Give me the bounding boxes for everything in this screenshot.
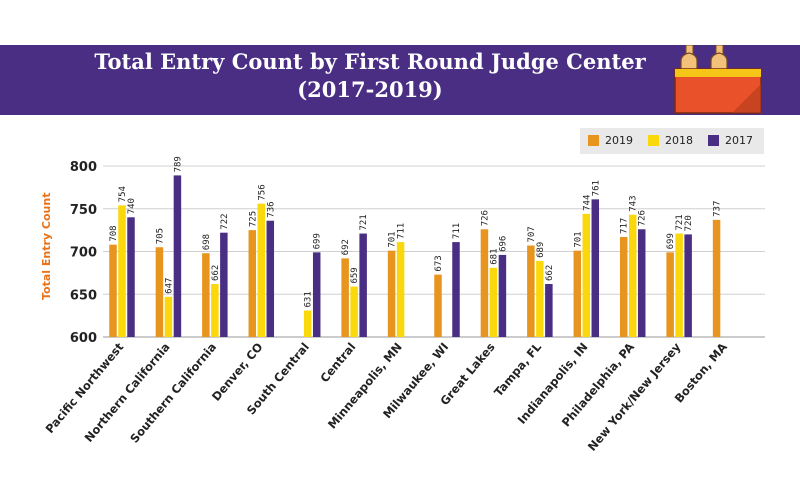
- y-tick-label: 600: [70, 331, 97, 346]
- bar: [387, 250, 396, 337]
- data-label: 761: [591, 180, 601, 196]
- data-label: 701: [388, 231, 398, 247]
- x-tick-label: Central: [317, 340, 358, 385]
- legend-label: 2019: [605, 134, 633, 147]
- data-label: 631: [304, 291, 314, 307]
- data-label: 726: [638, 210, 648, 226]
- bar: [350, 286, 358, 337]
- legend-label: 2018: [665, 134, 693, 147]
- legend-swatch: [588, 135, 599, 146]
- data-label: 647: [164, 278, 174, 294]
- bar: [498, 254, 507, 337]
- data-label: 662: [211, 265, 221, 281]
- bar: [211, 283, 219, 337]
- data-label: 692: [341, 239, 351, 255]
- data-label: 721: [675, 214, 685, 230]
- data-label: 673: [434, 255, 444, 271]
- data-label: 681: [489, 248, 499, 264]
- bar: [480, 229, 489, 337]
- data-label: 659: [350, 267, 360, 283]
- bar: [637, 229, 646, 337]
- bar: [545, 283, 553, 337]
- bar: [666, 252, 674, 337]
- x-tick-label: Southern California: [127, 340, 219, 446]
- bar: [536, 260, 544, 337]
- data-label: 696: [498, 236, 508, 252]
- x-tick-label: Northern California: [82, 340, 173, 445]
- data-label: 737: [713, 201, 723, 217]
- data-label: 689: [536, 242, 546, 258]
- bar: [396, 242, 405, 337]
- bar: [359, 233, 367, 337]
- bar: [164, 296, 173, 337]
- data-label: 711: [397, 223, 407, 239]
- bar: [582, 213, 591, 337]
- bar: [573, 250, 582, 337]
- bar: [173, 175, 182, 337]
- y-tick-label: 700: [70, 246, 97, 261]
- bar: [220, 232, 228, 337]
- bar: [628, 214, 637, 337]
- data-label: 717: [620, 218, 630, 234]
- bar: [155, 247, 164, 337]
- bar: [527, 245, 535, 337]
- data-label: 736: [266, 201, 276, 217]
- bar: [489, 267, 498, 337]
- x-tick-label: Pacific Northwest: [43, 340, 127, 436]
- bar: [127, 217, 135, 337]
- data-label: 722: [220, 213, 230, 229]
- bar: [434, 274, 442, 337]
- bar: [248, 230, 257, 337]
- bar: [202, 253, 210, 337]
- bar: [118, 205, 126, 337]
- data-label: 699: [666, 233, 676, 249]
- bar: [303, 310, 312, 337]
- data-label: 743: [629, 195, 639, 211]
- data-label: 756: [257, 184, 267, 200]
- x-tick-label: New York/New Jersey: [585, 340, 684, 454]
- data-label: 789: [173, 156, 183, 172]
- y-tick-label: 800: [70, 160, 97, 175]
- bar: [312, 252, 321, 337]
- legend-label: 2017: [725, 134, 753, 147]
- bar: [257, 203, 266, 337]
- bar: [675, 233, 683, 337]
- bar: [266, 220, 275, 337]
- data-label: 699: [313, 233, 323, 249]
- legend-swatch: [708, 135, 719, 146]
- bar: [109, 244, 117, 337]
- y-tick-label: 750: [70, 203, 97, 218]
- data-label: 726: [480, 210, 490, 226]
- data-label: 754: [118, 186, 128, 202]
- data-label: 662: [545, 265, 555, 281]
- data-label: 701: [573, 231, 583, 247]
- title-banner: Total Entry Count by First Round Judge C…: [0, 45, 800, 115]
- y-tick-label: 650: [70, 288, 97, 303]
- data-label: 721: [359, 214, 369, 230]
- data-label: 744: [582, 195, 592, 211]
- data-label: 720: [684, 215, 694, 231]
- chart-title: Total Entry Count by First Round Judge C…: [94, 49, 646, 74]
- bar: [684, 234, 692, 337]
- bar: [341, 258, 349, 337]
- legend-swatch: [648, 135, 659, 146]
- bar: [712, 219, 721, 337]
- data-label: 708: [109, 225, 119, 241]
- legend: 2019 2018 2017: [580, 128, 764, 154]
- data-label: 725: [248, 211, 258, 227]
- bar: [591, 199, 600, 337]
- data-label: 705: [155, 228, 165, 244]
- chart-subtitle: (2017-2019): [297, 77, 443, 102]
- data-label: 740: [127, 198, 137, 214]
- beer-bottle-crate-icon: [674, 45, 762, 114]
- data-label: 711: [452, 223, 462, 239]
- data-label: 698: [202, 234, 212, 250]
- bar: [452, 242, 460, 337]
- data-label: 707: [527, 226, 537, 242]
- bar: [619, 236, 628, 337]
